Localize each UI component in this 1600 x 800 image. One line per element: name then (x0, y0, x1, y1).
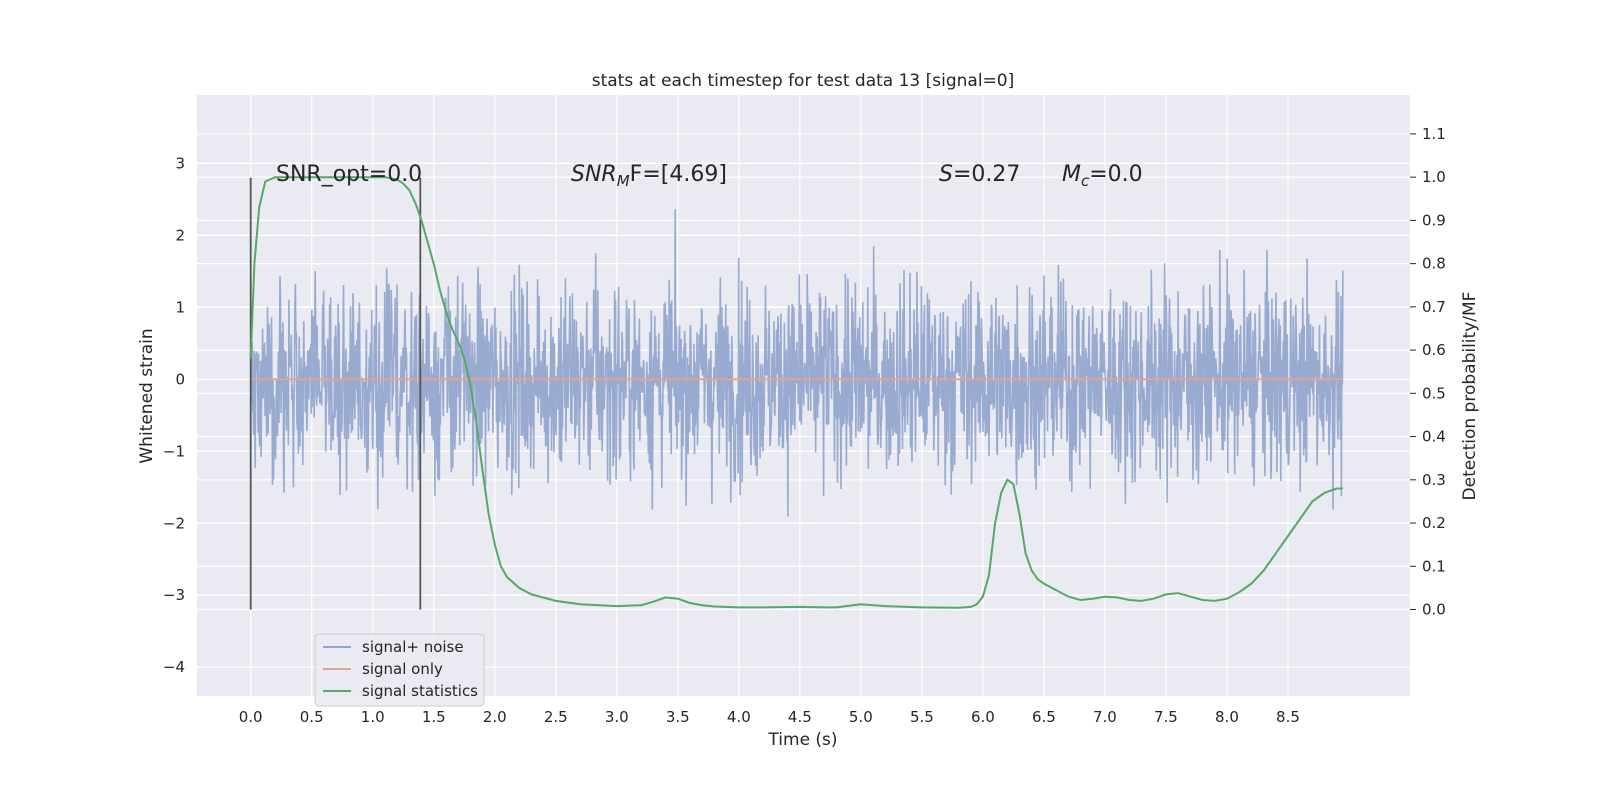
right-y-tick-label: 0.3 (1422, 471, 1446, 489)
left-y-axis-label: Whitened strain (137, 328, 157, 463)
x-tick-label: 8.5 (1276, 708, 1300, 726)
mc-annotation: Mc=0.0 (1062, 162, 1143, 190)
x-tick-label: 7.0 (1093, 708, 1117, 726)
left-y-tick-label: −3 (163, 586, 185, 604)
left-y-tick-label: 1 (175, 298, 185, 316)
right-y-tick-label: 0.2 (1422, 514, 1446, 532)
right-y-tick-labels: 0.0 0.1 0.2 0.3 0.4 0.5 0.6 0.7 0.8 0.9 1.0 1.1 (1422, 125, 1446, 619)
snr-mf-annotation: SNRMF=[4.69] (571, 162, 727, 190)
left-y-tick-label: 3 (175, 154, 185, 172)
vertical-markers (249, 177, 422, 610)
snr-opt-annotation: SNR_opt=0.0 (276, 162, 422, 187)
x-tick-label: 1.5 (422, 708, 446, 726)
x-axis-label: Time (s) (767, 730, 837, 750)
x-tick-label: 4.0 (727, 708, 751, 726)
x-tick-label: 3.0 (605, 708, 629, 726)
right-y-tick-label: 1.0 (1422, 168, 1446, 186)
right-y-axis-label: Detection probability/MF (1460, 292, 1480, 501)
s-annotation: S=0.27 (939, 162, 1020, 187)
left-y-tick-label: −4 (163, 658, 185, 676)
x-tick-label: 6.0 (971, 708, 995, 726)
x-tick-label: 4.5 (788, 708, 812, 726)
signal-noise-series (249, 209, 1344, 517)
signal-noise-trace (249, 209, 1344, 517)
left-y-tick-label: 0 (175, 370, 185, 388)
right-y-tick-label: 0.0 (1422, 601, 1446, 619)
left-y-tick-label: 2 (175, 226, 185, 244)
left-y-tick-labels: −4 −3 −2 −1 0 1 2 3 (163, 154, 185, 676)
x-tick-label: 1.0 (361, 708, 385, 726)
right-y-tick-label: 0.5 (1422, 384, 1446, 402)
x-tick-label: 5.5 (910, 708, 934, 726)
chart-title: stats at each timestep for test data 13 … (592, 71, 1015, 91)
legend-label-signal-statistics: signal statistics (362, 682, 478, 700)
x-tick-label: 7.5 (1154, 708, 1178, 726)
signal-statistics-series (249, 176, 1343, 609)
right-y-tick-label: 0.1 (1422, 557, 1446, 575)
right-y-tick-label: 1.1 (1422, 125, 1446, 143)
x-tick-label: 5.0 (849, 708, 873, 726)
legend-label-signal-only: signal only (362, 660, 443, 678)
right-y-tick-label: 0.6 (1422, 341, 1446, 359)
left-y-tick-label: −2 (163, 514, 185, 532)
legend-box (314, 633, 485, 707)
right-y-tick-label: 0.8 (1422, 255, 1446, 273)
x-tick-label: 8.0 (1215, 708, 1239, 726)
left-y-tick-label: −1 (163, 442, 185, 460)
legend-label-signal-noise: signal+ noise (362, 638, 464, 656)
x-tick-label: 3.5 (666, 708, 690, 726)
x-tick-labels: 0.0 0.5 1.0 1.5 2.0 2.5 3.0 3.5 4.0 4.5 5.0 5.5 6.0 6… (239, 708, 1300, 726)
right-y-tick-label: 0.7 (1422, 298, 1446, 316)
right-y-tick-label: 0.4 (1422, 428, 1446, 446)
legend: signal+ noise signal only signal statist… (314, 633, 485, 707)
x-tick-label: 2.5 (544, 708, 568, 726)
right-y-tick-label: 0.9 (1422, 211, 1446, 229)
x-tick-label: 0.0 (239, 708, 263, 726)
x-tick-label: 2.0 (483, 708, 507, 726)
x-tick-label: 0.5 (300, 708, 324, 726)
x-tick-label: 6.5 (1032, 708, 1056, 726)
